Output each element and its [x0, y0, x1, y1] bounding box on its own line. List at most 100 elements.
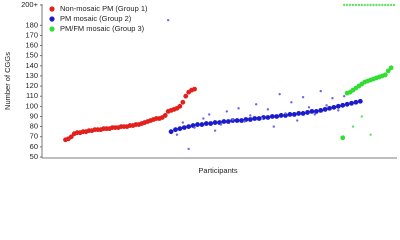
data-point	[384, 3, 387, 7]
data-point	[342, 95, 346, 98]
data-point	[243, 120, 246, 123]
data-point	[357, 3, 361, 7]
data-point	[225, 119, 231, 124]
data-point	[382, 72, 388, 78]
data-point	[162, 113, 168, 118]
y-tick-label: 60	[30, 142, 38, 151]
data-point	[225, 110, 229, 113]
data-point	[354, 3, 358, 7]
data-point	[180, 99, 186, 105]
data-point	[219, 123, 223, 126]
data-point	[274, 114, 280, 119]
data-point	[335, 103, 341, 109]
data-point	[340, 135, 346, 141]
data-point	[181, 125, 187, 131]
legend-marker	[49, 16, 55, 22]
legend-marker	[49, 6, 55, 12]
data-point	[349, 100, 354, 106]
data-point	[166, 19, 170, 22]
data-point	[360, 3, 363, 7]
data-point	[202, 117, 205, 120]
data-point	[353, 99, 359, 105]
x-axis-title: Participants	[198, 166, 237, 175]
data-point	[173, 127, 178, 133]
legend-marker	[49, 26, 55, 32]
y-tick-label: 180	[25, 20, 38, 29]
y-tick-label: 160	[25, 41, 38, 50]
data-point	[307, 106, 311, 109]
data-point	[237, 107, 240, 110]
data-point	[331, 97, 334, 100]
data-point	[239, 118, 244, 123]
data-point	[252, 116, 258, 121]
data-point	[247, 117, 253, 122]
data-point	[203, 121, 209, 126]
data-point	[325, 104, 328, 107]
data-point	[340, 102, 346, 108]
data-point	[193, 126, 196, 129]
data-point	[192, 86, 197, 92]
y-tick-label: 90	[30, 111, 38, 120]
data-point	[348, 3, 352, 7]
data-point	[375, 3, 378, 7]
data-point	[389, 3, 393, 7]
data-point	[231, 118, 234, 121]
data-point	[386, 3, 390, 7]
data-point	[68, 134, 74, 140]
data-point	[345, 3, 349, 7]
data-point	[183, 93, 189, 99]
data-point	[278, 113, 284, 118]
data-point	[337, 109, 340, 112]
data-point	[186, 124, 192, 129]
data-point	[372, 3, 375, 7]
y-tick-label: 140	[25, 61, 38, 70]
y-tick-label: 120	[25, 81, 38, 90]
legend-label: PM mosaic (Group 2)	[60, 14, 132, 23]
data-point	[290, 101, 293, 104]
data-point	[291, 112, 297, 117]
data-point	[388, 65, 394, 71]
data-point	[287, 112, 293, 117]
data-point	[331, 104, 337, 110]
data-point	[363, 3, 366, 7]
data-point	[256, 116, 262, 121]
data-point	[318, 107, 324, 113]
y-tick-label: 170	[25, 30, 38, 39]
data-point	[199, 122, 205, 127]
data-point	[181, 121, 185, 124]
y-tick-label: 200+	[21, 0, 39, 9]
data-point	[344, 101, 350, 107]
data-point	[168, 129, 174, 135]
y-tick-label: 70	[30, 132, 38, 141]
data-point	[351, 125, 355, 128]
data-point	[260, 117, 264, 120]
data-point	[385, 68, 391, 74]
y-tick-label: 150	[25, 51, 38, 60]
data-point	[322, 106, 328, 112]
data-point	[195, 122, 200, 127]
data-point	[213, 129, 217, 132]
data-point	[284, 112, 287, 115]
data-point	[342, 3, 346, 7]
data-point	[305, 110, 310, 115]
y-axis-title: Number of CGGs	[3, 52, 12, 110]
data-point	[266, 108, 270, 111]
data-point	[208, 113, 211, 116]
data-point	[360, 115, 363, 118]
data-point	[234, 118, 240, 123]
data-point	[175, 133, 179, 136]
data-point	[378, 3, 381, 7]
data-point	[249, 114, 252, 117]
data-point	[221, 119, 227, 124]
y-tick-label: 80	[30, 122, 38, 131]
data-point	[309, 109, 315, 114]
data-point	[177, 103, 183, 109]
data-point	[283, 113, 288, 118]
data-point	[212, 120, 218, 125]
data-point	[351, 3, 355, 7]
data-point	[369, 3, 372, 7]
data-point	[313, 109, 319, 114]
data-point	[301, 96, 305, 99]
data-point	[272, 125, 275, 128]
data-point	[208, 121, 214, 126]
